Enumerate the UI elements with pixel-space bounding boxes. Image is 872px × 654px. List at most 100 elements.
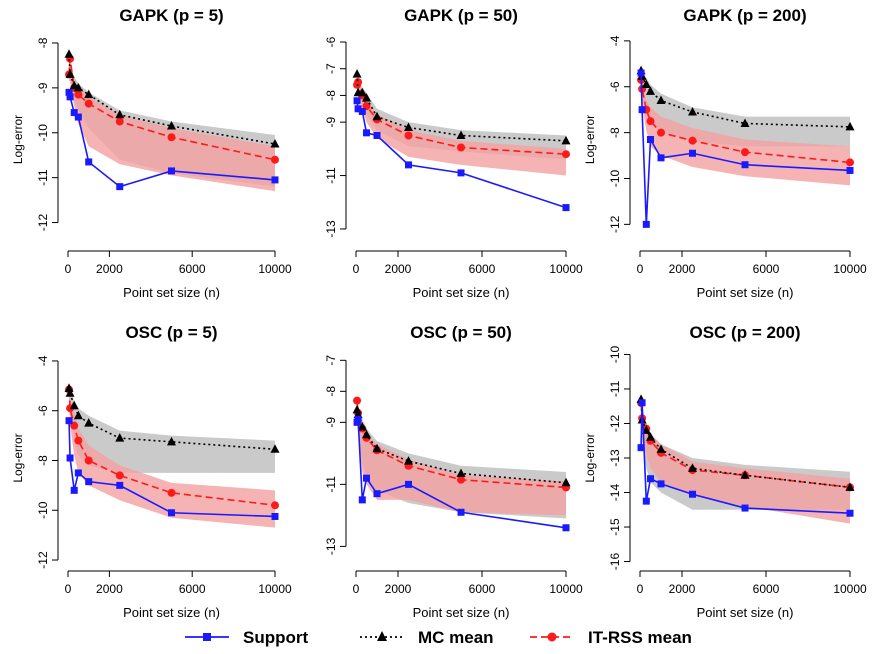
y-tick-label: -7 [324, 63, 338, 74]
x-axis-label: Point set size (n) [697, 285, 794, 300]
chart-panel-4: OSC (p = 5) Log-error Point set size (n) 0 2… [11, 323, 292, 620]
axes [340, 41, 567, 257]
x-tick-label: 6000 [469, 582, 496, 596]
mc-point [404, 122, 413, 131]
y-tick-label: -12 [36, 551, 50, 569]
support-point [373, 131, 381, 139]
support-line [356, 418, 567, 529]
itrss-point [115, 117, 124, 126]
itrss-point [271, 501, 279, 510]
mc-point [372, 443, 382, 453]
support-point [74, 469, 82, 477]
mc-point [73, 410, 83, 420]
itrss-band [641, 75, 850, 186]
mc-point [84, 89, 94, 99]
y-tick-label: -6 [324, 36, 338, 47]
support-point [354, 105, 362, 113]
mc-point [688, 106, 697, 116]
itrss-point [167, 488, 176, 497]
itrss-band [69, 56, 275, 192]
panel-title: OSC (p = 50) [410, 323, 512, 342]
support-point [358, 107, 366, 115]
mc-point [561, 135, 571, 145]
x-tick-label: 0 [65, 262, 72, 276]
support-point [70, 486, 78, 494]
y-axis-label: Log-error [583, 115, 597, 164]
x-tick-label: 2000 [96, 262, 123, 276]
mc-point [688, 463, 697, 472]
y-axis-label: Log-error [11, 433, 25, 482]
support-point [405, 480, 412, 488]
support-point [66, 93, 74, 101]
itrss-point [657, 128, 665, 137]
y-tick-label: -11 [324, 167, 338, 184]
y-tick-label: -8 [36, 37, 50, 48]
support-point [168, 509, 175, 517]
itrss-band [357, 400, 566, 516]
itrss-point [457, 143, 465, 152]
mc-point [646, 432, 655, 441]
y-tick-label: -10 [608, 345, 622, 363]
y-tick-label: -12 [36, 214, 50, 232]
y-tick-label: -8 [324, 386, 338, 397]
legend-label: Support [243, 628, 308, 647]
y-tick-label: -6 [608, 81, 622, 92]
chart-legend: Support MC mean IT-RSS mean [185, 628, 692, 647]
itrss-point [167, 133, 176, 142]
mc-point [84, 418, 94, 427]
support-point [562, 204, 570, 212]
itrss-point [688, 136, 697, 145]
axes [52, 42, 276, 257]
support-point [846, 166, 854, 174]
panel-title: GAPK (p = 200) [683, 6, 806, 25]
support-point [271, 512, 279, 520]
y-tick-label: -9 [324, 417, 338, 428]
chart-panel-1: GAPK (p = 5) Log-error Point set size (n) 0… [11, 6, 292, 300]
mc-point [404, 456, 413, 465]
support-line [640, 72, 851, 225]
x-axis-label: Point set size (n) [123, 605, 220, 620]
y-tick-label: -9 [324, 116, 338, 127]
mc-line [640, 70, 851, 128]
support-point [271, 176, 279, 184]
mc-point [352, 404, 362, 414]
y-tick-label: -13 [324, 220, 338, 238]
mc-point [65, 388, 75, 397]
legend-label: IT-RSS mean [588, 628, 692, 647]
mc-point [270, 138, 280, 148]
mc-point [845, 121, 855, 131]
itrss-point [354, 78, 363, 87]
mc-point [352, 69, 362, 78]
mc-point [740, 118, 750, 127]
y-tick-label: -11 [608, 380, 622, 397]
panel-title: GAPK (p = 50) [404, 6, 518, 25]
x-tick-label: 6000 [179, 262, 206, 276]
y-tick-label: -11 [36, 169, 50, 186]
y-tick-label: -16 [608, 553, 622, 571]
support-point [65, 417, 73, 425]
x-tick-label: 10000 [833, 262, 867, 276]
mc-point [69, 400, 79, 410]
support-point [657, 480, 665, 488]
y-tick-label: -6 [36, 405, 50, 416]
x-tick-label: 10000 [258, 582, 292, 596]
x-tick-label: 6000 [179, 582, 206, 596]
y-tick-label: -10 [36, 124, 50, 142]
chart-panel-5: OSC (p = 50) Point set size (n) 0 2000 6000 1… [324, 323, 583, 620]
mc-point [357, 87, 367, 97]
chart-panel-2: GAPK (p = 50) Point set size (n) 0 2000 6000… [324, 6, 583, 300]
mc-point [73, 82, 83, 92]
support-point [70, 109, 78, 117]
mc-point [456, 130, 466, 139]
x-tick-label: 10000 [258, 262, 292, 276]
itrss-point [646, 117, 655, 126]
y-tick-label: -8 [36, 455, 50, 466]
support-point [642, 497, 650, 505]
itrss-point [404, 131, 413, 140]
y-tick-label: -9 [36, 82, 50, 93]
y-tick-label: -15 [608, 518, 622, 536]
axes [340, 359, 567, 577]
mc-point [115, 433, 125, 442]
itrss-line [68, 389, 276, 507]
support-point [168, 167, 175, 175]
